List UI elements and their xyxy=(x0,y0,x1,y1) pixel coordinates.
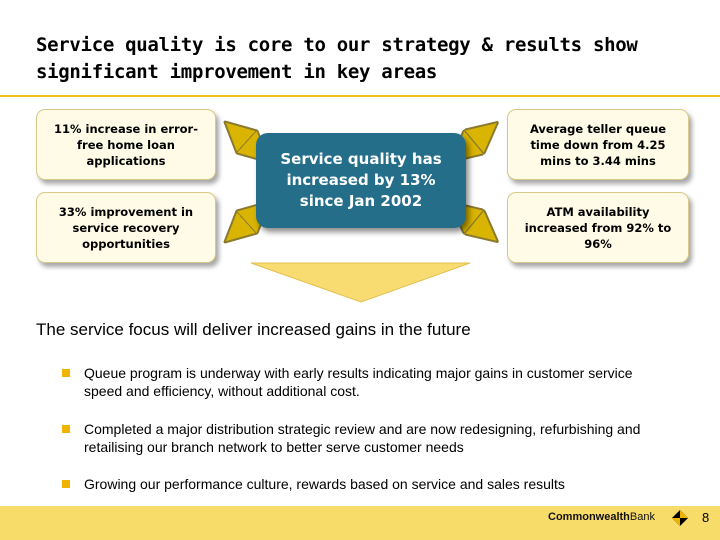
bullet-item: Growing our performance culture, rewards… xyxy=(62,475,662,493)
bullet-text: Growing our performance culture, rewards… xyxy=(84,476,565,492)
double-arrow-icon xyxy=(236,132,258,152)
double-arrow-icon xyxy=(236,212,258,232)
brand-regular: Bank xyxy=(629,511,655,523)
brand-bold: Commonwealth xyxy=(548,511,630,523)
bullet-square-icon xyxy=(62,480,70,488)
metric-box-home-loans: 11% increase in error-free home loan app… xyxy=(36,109,216,180)
center-box-service-quality: Service quality has increased by 13% sin… xyxy=(256,133,466,228)
double-arrow-icon xyxy=(462,132,486,152)
title-divider xyxy=(0,95,720,97)
bullet-text: Completed a major distribution strategic… xyxy=(84,421,641,455)
double-arrow-icon xyxy=(462,212,486,232)
bullet-item: Completed a major distribution strategic… xyxy=(62,420,662,456)
metric-box-service-recovery: 33% improvement in service recovery oppo… xyxy=(36,192,216,263)
brand-wordmark: CommonwealthBank xyxy=(548,511,655,523)
bullet-text: Queue program is underway with early res… xyxy=(84,365,633,399)
subheading: The service focus will deliver increased… xyxy=(36,320,471,339)
bullet-square-icon xyxy=(62,425,70,433)
slide-title: Service quality is core to our strategy … xyxy=(36,34,638,83)
metric-box-teller-queue: Average teller queue time down from 4.25… xyxy=(507,109,689,180)
bullet-item: Queue program is underway with early res… xyxy=(62,364,662,400)
footer-bar xyxy=(0,506,720,540)
commonwealth-bank-logo-icon xyxy=(672,510,688,526)
diagram-arrows xyxy=(0,0,720,303)
down-arrow-icon xyxy=(250,262,471,303)
page-number: 8 xyxy=(702,510,710,525)
bullet-square-icon xyxy=(62,369,70,377)
metric-box-atm-availability: ATM availability increased from 92% to 9… xyxy=(507,192,689,263)
